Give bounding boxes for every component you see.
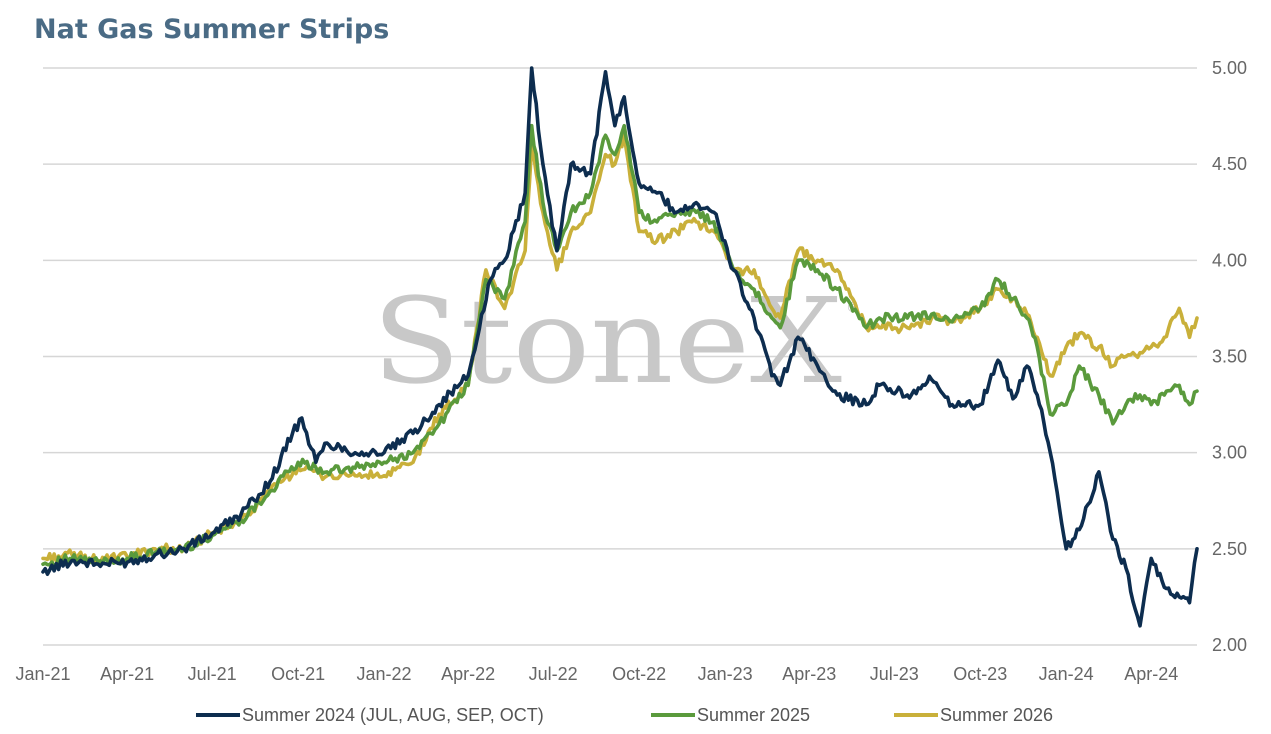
legend-label: Summer 2026 <box>940 705 1053 725</box>
series-line-0 <box>41 66 1199 628</box>
y-tick-label: 4.50 <box>1212 154 1247 174</box>
x-tick-label: Jul-22 <box>529 664 578 684</box>
series-lines <box>41 66 1199 628</box>
legend-label: Summer 2024 (JUL, AUG, SEP, OCT) <box>242 705 544 725</box>
y-tick-label: 2.50 <box>1212 539 1247 559</box>
x-tick-label: Jan-24 <box>1039 664 1094 684</box>
x-tick-label: Apr-21 <box>100 664 154 684</box>
chart-title: Nat Gas Summer Strips <box>34 14 390 45</box>
x-tick-label: Jan-22 <box>357 664 412 684</box>
x-tick-label: Oct-23 <box>953 664 1007 684</box>
y-tick-label: 4.00 <box>1212 250 1247 270</box>
legend: Summer 2024 (JUL, AUG, SEP, OCT) Summer 2… <box>196 705 1053 725</box>
x-tick-label: Apr-24 <box>1124 664 1178 684</box>
x-tick-label: Apr-23 <box>782 664 836 684</box>
x-tick-label: Oct-22 <box>612 664 666 684</box>
x-axis-ticks: Jan-21 Apr-21 Jul-21 Oct-21 Jan-22 Apr-22 Jul-… <box>15 664 1178 684</box>
x-tick-label: Oct-21 <box>271 664 325 684</box>
x-tick-label: Jan-23 <box>698 664 753 684</box>
gridlines <box>43 67 1197 646</box>
x-tick-label: Jan-21 <box>15 664 70 684</box>
y-tick-label: 3.50 <box>1212 347 1247 367</box>
y-tick-label: 5.00 <box>1212 58 1247 78</box>
y-tick-label: 2.00 <box>1212 635 1247 655</box>
watermark-text: StoneX <box>372 272 842 410</box>
x-tick-label: Jul-23 <box>870 664 919 684</box>
x-tick-label: Jul-21 <box>188 664 237 684</box>
legend-label: Summer 2025 <box>697 705 810 725</box>
y-tick-label: 3.00 <box>1212 443 1247 463</box>
x-tick-label: Apr-22 <box>441 664 495 684</box>
y-axis-ticks: 5.00 4.50 4.00 3.50 3.00 2.50 2.00 <box>1212 58 1247 655</box>
